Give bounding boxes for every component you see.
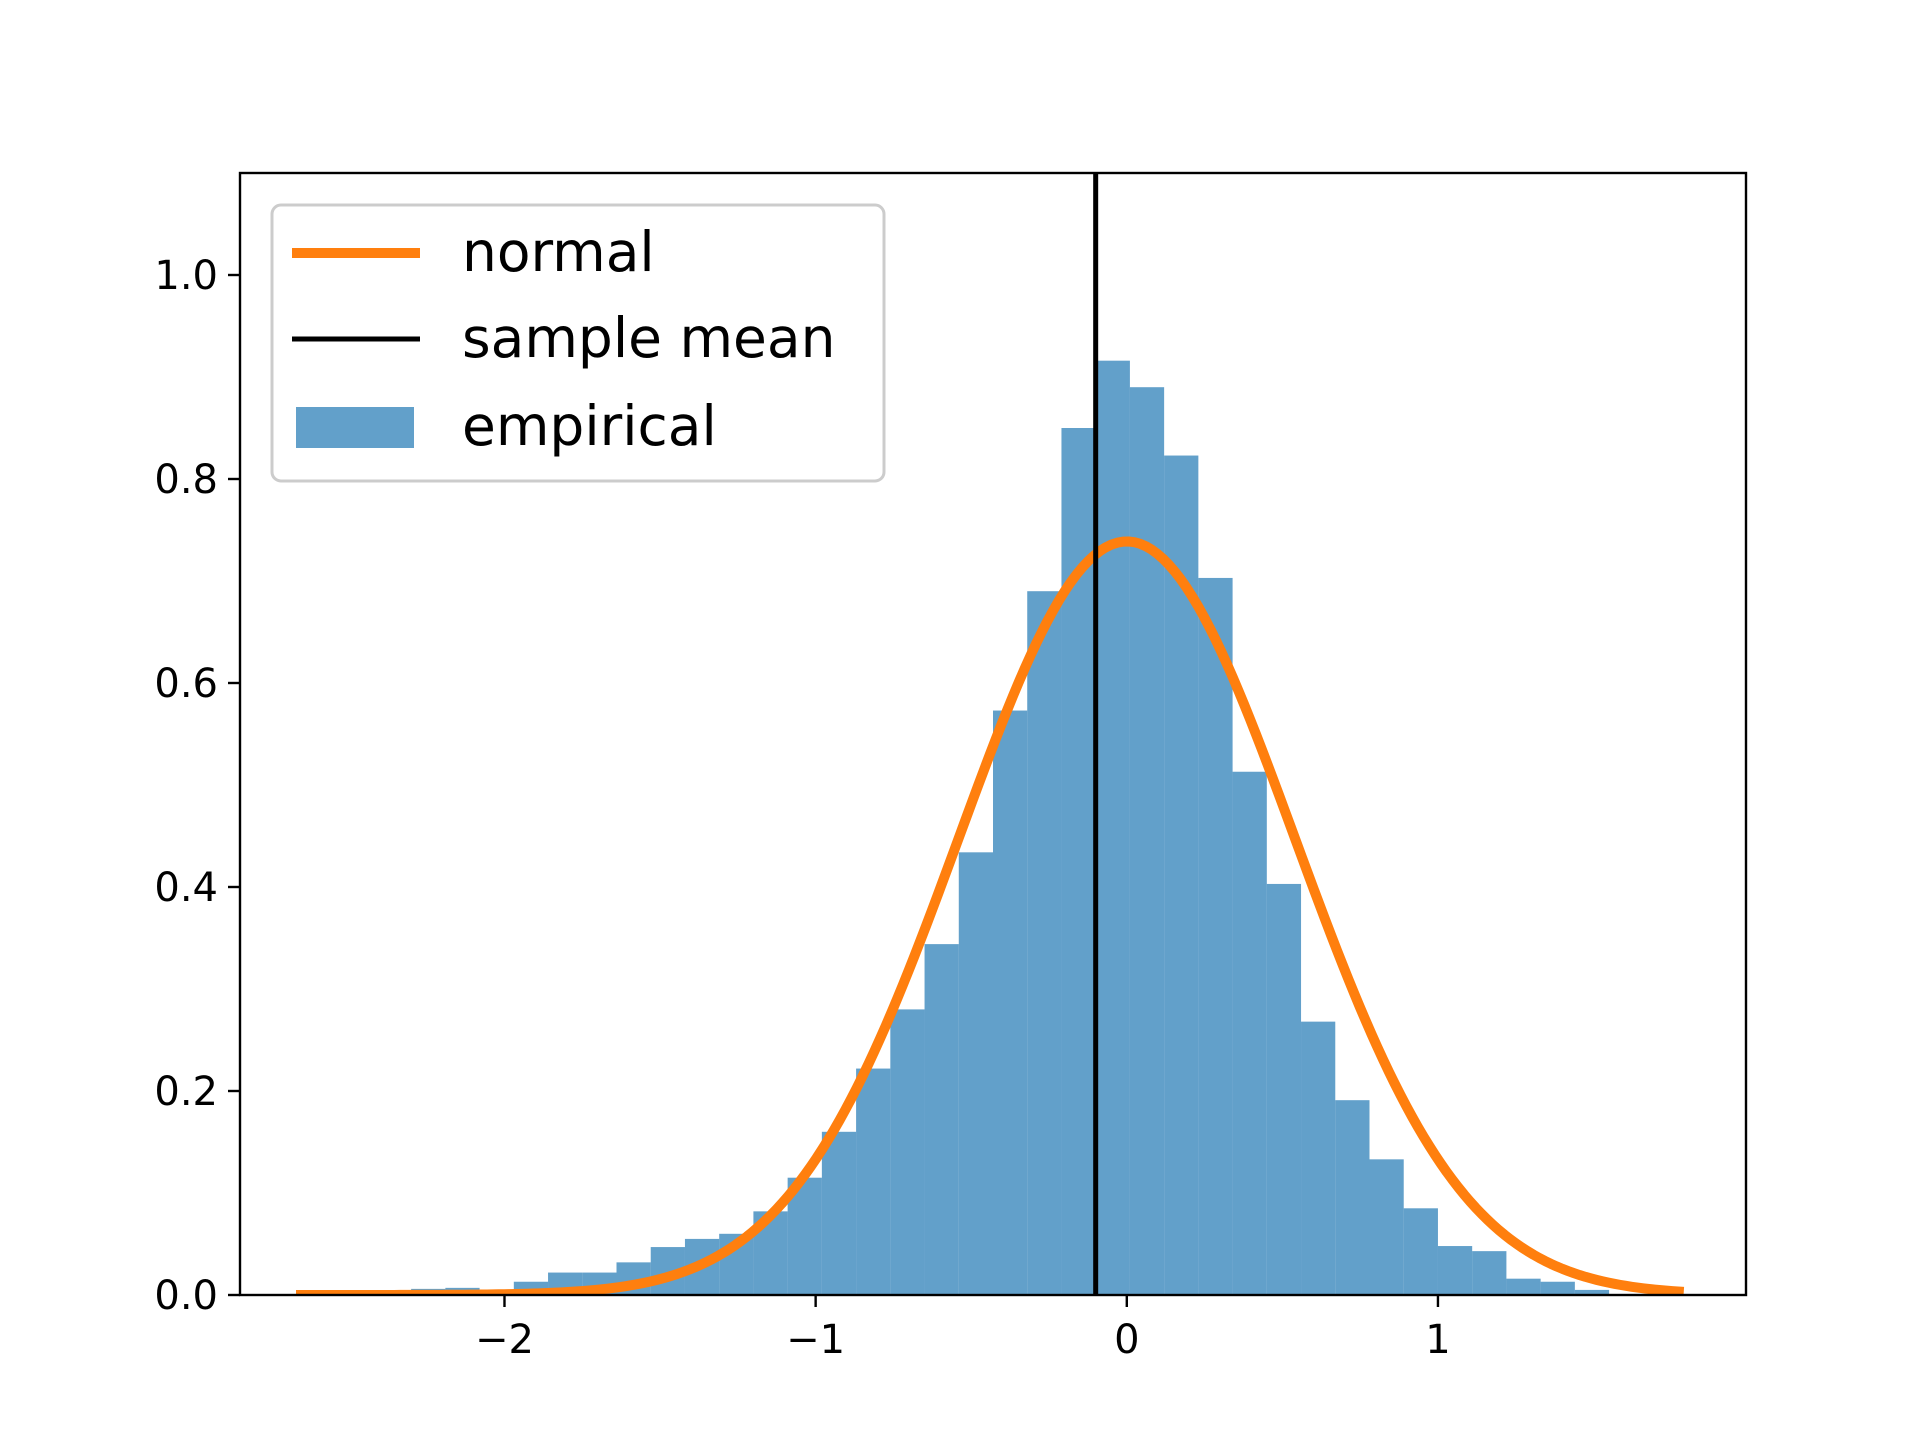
histogram-bar bbox=[1437, 1246, 1473, 1295]
histogram-bar bbox=[890, 1009, 925, 1295]
y-tick-label: 1.0 bbox=[154, 253, 218, 299]
histogram-bar bbox=[1369, 1159, 1404, 1295]
histogram-bar bbox=[1198, 577, 1233, 1295]
histogram-bar bbox=[958, 852, 993, 1295]
histogram-bar bbox=[1574, 1289, 1610, 1295]
histogram-bar bbox=[1301, 1021, 1336, 1295]
y-axis-ticks: 0.0 0.2 0.4 0.6 0.8 1.0 bbox=[154, 253, 240, 1319]
y-tick-label: 0.6 bbox=[154, 661, 218, 707]
normal-curve bbox=[296, 536, 1685, 1295]
y-tick-label: 0.4 bbox=[154, 865, 218, 911]
legend-sample-mean-label: sample mean bbox=[462, 306, 835, 370]
x-tick-label: 1 bbox=[1425, 1317, 1450, 1363]
y-tick-label: 0.8 bbox=[154, 457, 218, 503]
histogram-bar bbox=[1129, 387, 1165, 1295]
histogram-bar bbox=[1403, 1208, 1438, 1295]
histogram-bar bbox=[1232, 771, 1267, 1295]
y-tick-label: 0.0 bbox=[154, 1273, 218, 1319]
x-tick-label: −2 bbox=[475, 1317, 534, 1363]
legend: normal sample mean empirical bbox=[270, 203, 886, 483]
series-layer bbox=[296, 173, 1685, 1295]
legend-normal-label: normal bbox=[462, 220, 655, 284]
axes-frame bbox=[238, 171, 1748, 1297]
plot-area bbox=[296, 173, 1685, 1295]
x-tick-label: 0 bbox=[1114, 1317, 1139, 1363]
histogram-bar bbox=[993, 710, 1028, 1295]
legend-empirical-patch bbox=[296, 407, 414, 448]
histogram-bar bbox=[924, 944, 959, 1295]
legend-empirical-label: empirical bbox=[462, 394, 717, 458]
histogram-bar bbox=[1506, 1278, 1541, 1295]
legend-frame bbox=[270, 203, 886, 483]
x-axis-ticks: −2 −1 0 1 bbox=[475, 1295, 1451, 1363]
histogram-bar bbox=[1095, 360, 1130, 1295]
histogram-bar bbox=[1027, 591, 1062, 1295]
histogram-bar bbox=[1472, 1251, 1507, 1295]
histogram-bar bbox=[821, 1131, 857, 1295]
x-tick-label: −1 bbox=[786, 1317, 845, 1363]
histogram-bar bbox=[1335, 1100, 1370, 1295]
histogram-bar bbox=[1266, 883, 1302, 1295]
y-tick-label: 0.2 bbox=[154, 1069, 218, 1115]
histogram-bar bbox=[1540, 1281, 1575, 1295]
histogram-bar bbox=[856, 1068, 891, 1295]
